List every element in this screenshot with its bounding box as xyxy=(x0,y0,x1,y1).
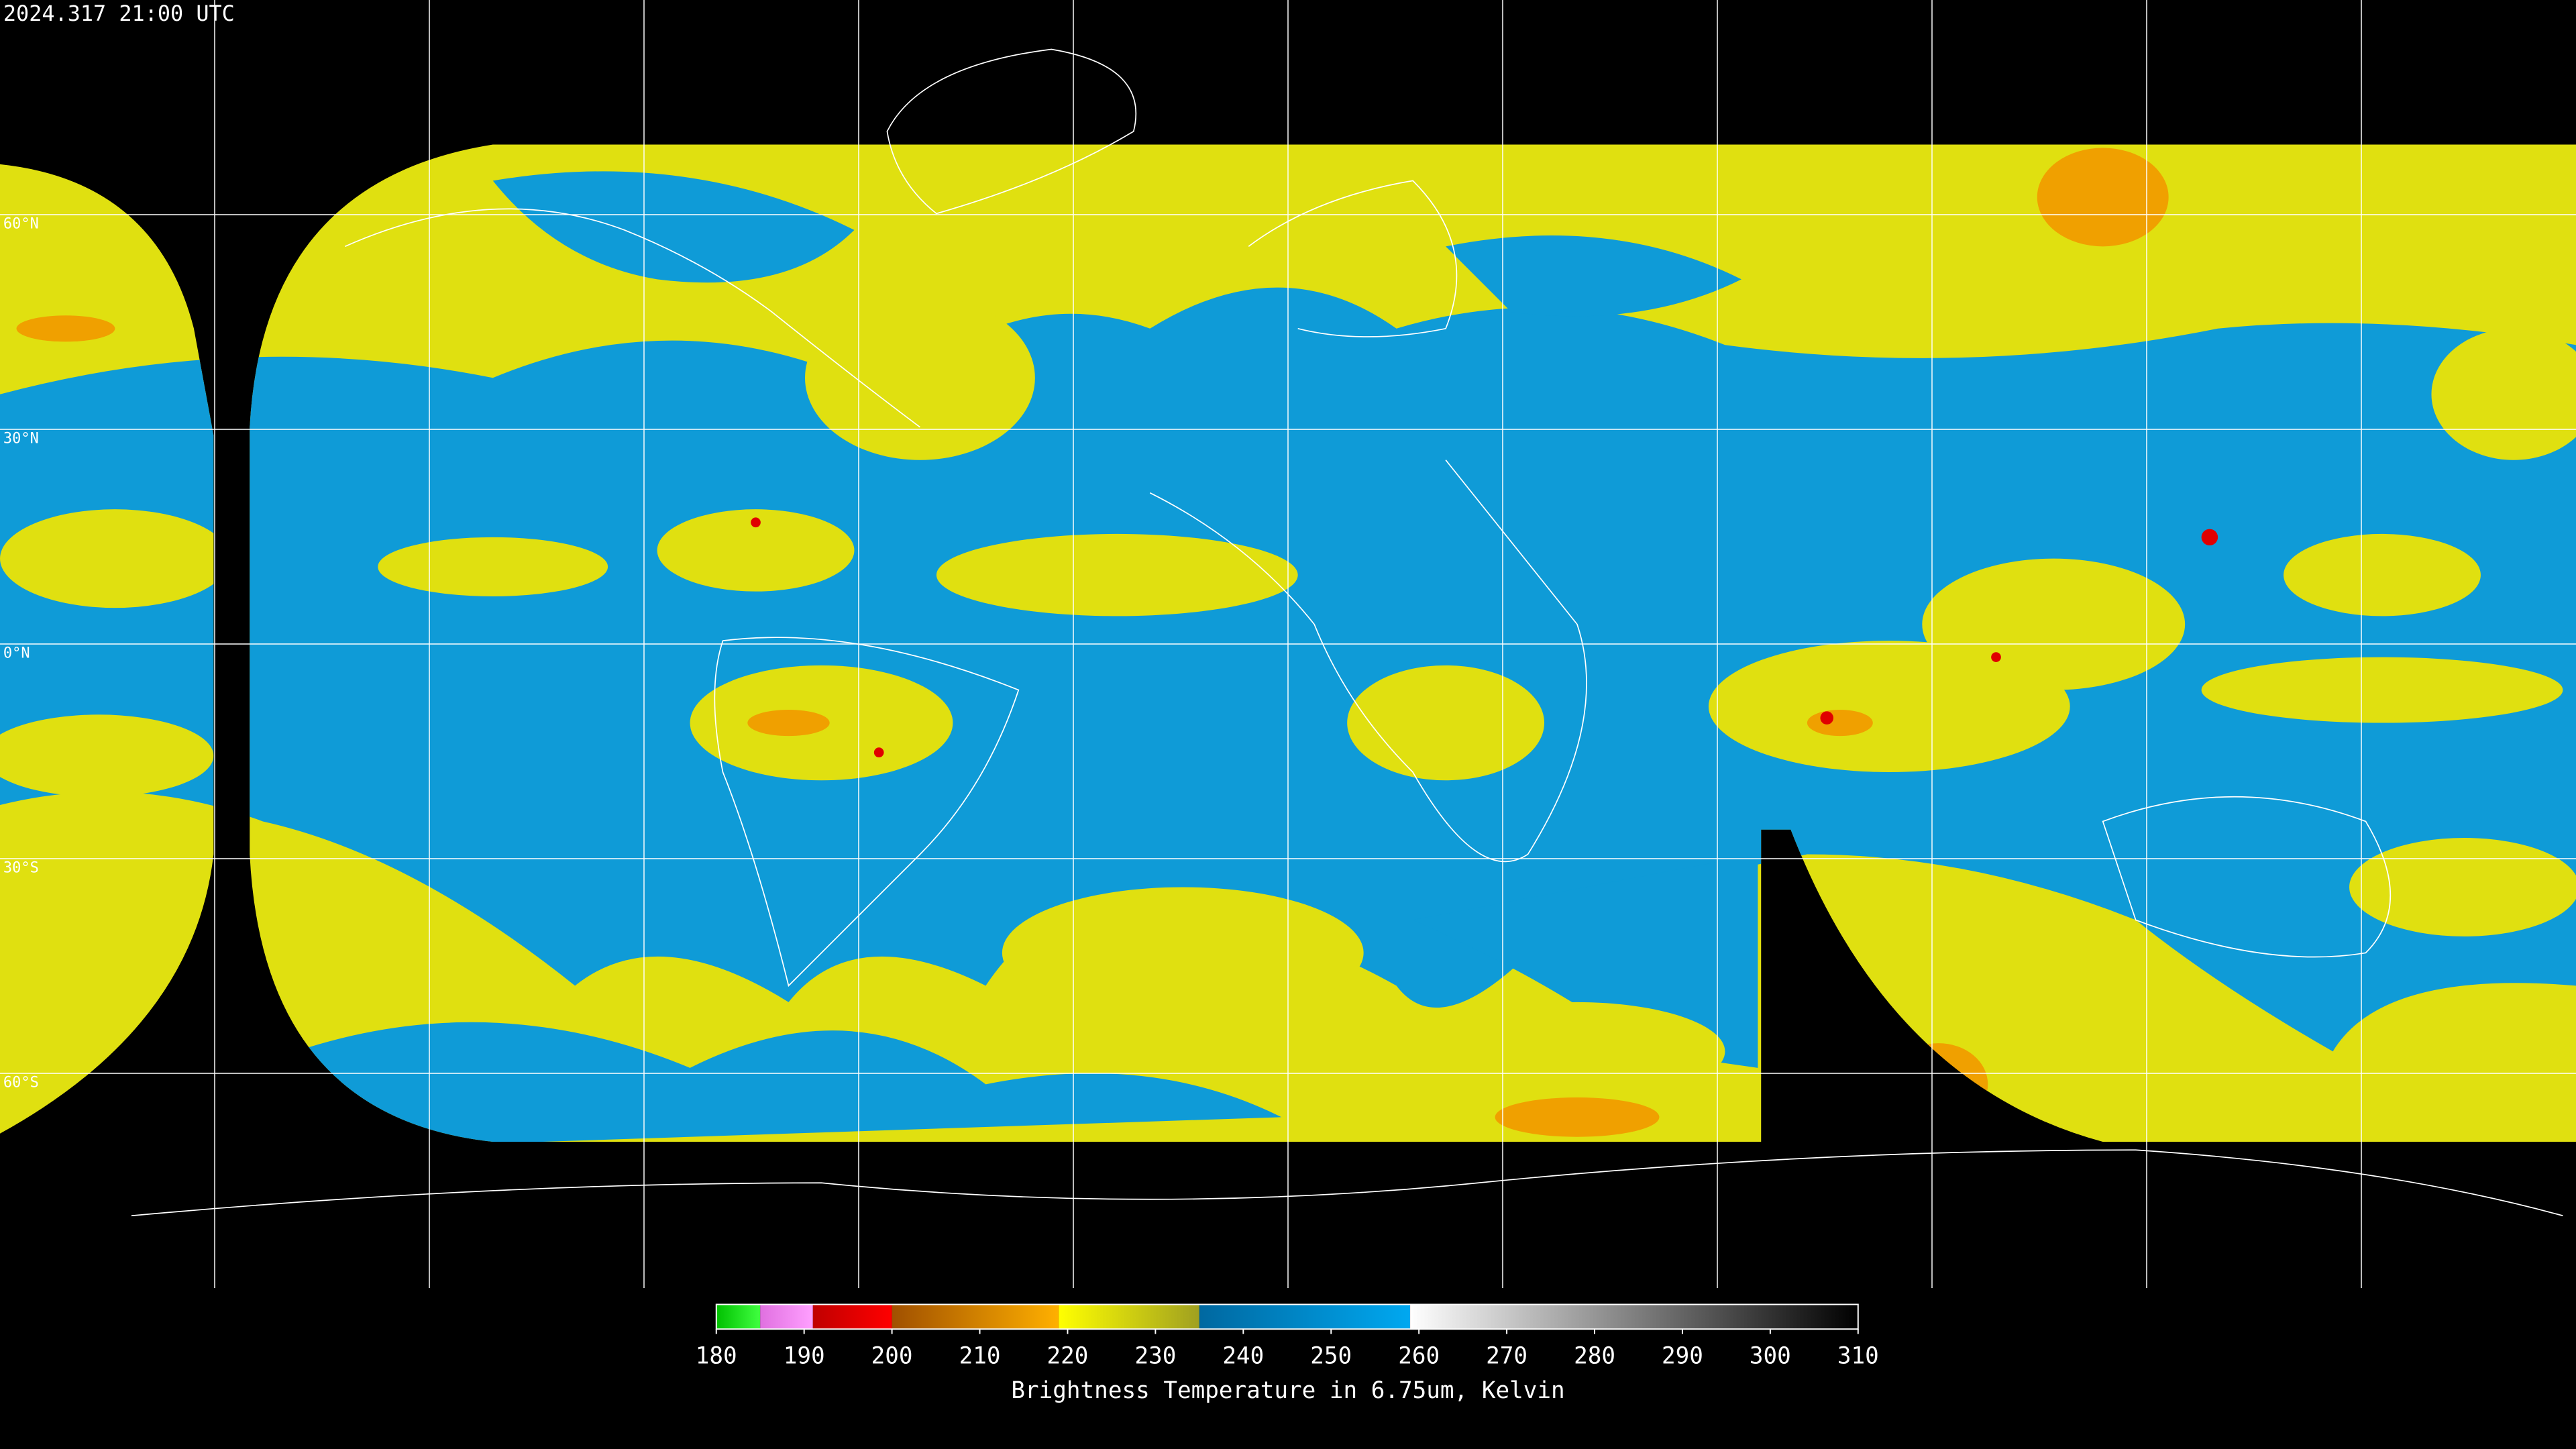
colorbar-segment xyxy=(1059,1304,1199,1330)
colorbar-tick-label: 230 xyxy=(1134,1342,1176,1369)
colorbar-tick-label: 190 xyxy=(784,1342,825,1369)
colorbar-segment xyxy=(1199,1304,1411,1330)
latitude-label: 30°S xyxy=(3,860,39,877)
colorbar-tick-label: 300 xyxy=(1750,1342,1791,1369)
graticule: 60°N 30°N 0°N 30°S 60°S xyxy=(0,0,2576,1288)
colorbar-label: Brightness Temperature in 6.75um, Kelvin xyxy=(1011,1377,1564,1404)
colorbar-segment xyxy=(812,1304,892,1330)
colorbar-frame xyxy=(715,1303,1859,1330)
colorbar-segment xyxy=(1410,1304,1858,1330)
latitude-label: 60°N xyxy=(3,216,39,233)
colorbar-segment xyxy=(716,1304,761,1330)
latitude-label: 0°N xyxy=(3,645,30,662)
colorbar-tick-label: 270 xyxy=(1486,1342,1527,1369)
colorbar-segment xyxy=(892,1304,1059,1330)
colorbar-tick-label: 280 xyxy=(1574,1342,1615,1369)
colorbar-tick-label: 240 xyxy=(1222,1342,1264,1369)
colorbar-tick-label: 180 xyxy=(696,1342,737,1369)
colorbar-tick-label: 200 xyxy=(871,1342,913,1369)
colorbar-tick-label: 210 xyxy=(959,1342,1001,1369)
colorbar-segment xyxy=(760,1304,813,1330)
colorbar-tick-label: 250 xyxy=(1310,1342,1352,1369)
coastlines xyxy=(131,48,2563,1217)
colorbar-tick-label: 290 xyxy=(1662,1342,1703,1369)
latitude-label: 30°N xyxy=(3,431,39,447)
colorbar: 180 190 200 210 220 230 240 250 260 270 280 290 300 3… xyxy=(696,1303,1879,1369)
latitude-label: 60°S xyxy=(3,1075,39,1091)
timestamp: 2024.317 21:00 UTC xyxy=(3,1,235,26)
colorbar-tick-label: 220 xyxy=(1047,1342,1089,1369)
colorbar-tick-label: 310 xyxy=(1837,1342,1879,1369)
colorbar-tick-label: 260 xyxy=(1398,1342,1440,1369)
